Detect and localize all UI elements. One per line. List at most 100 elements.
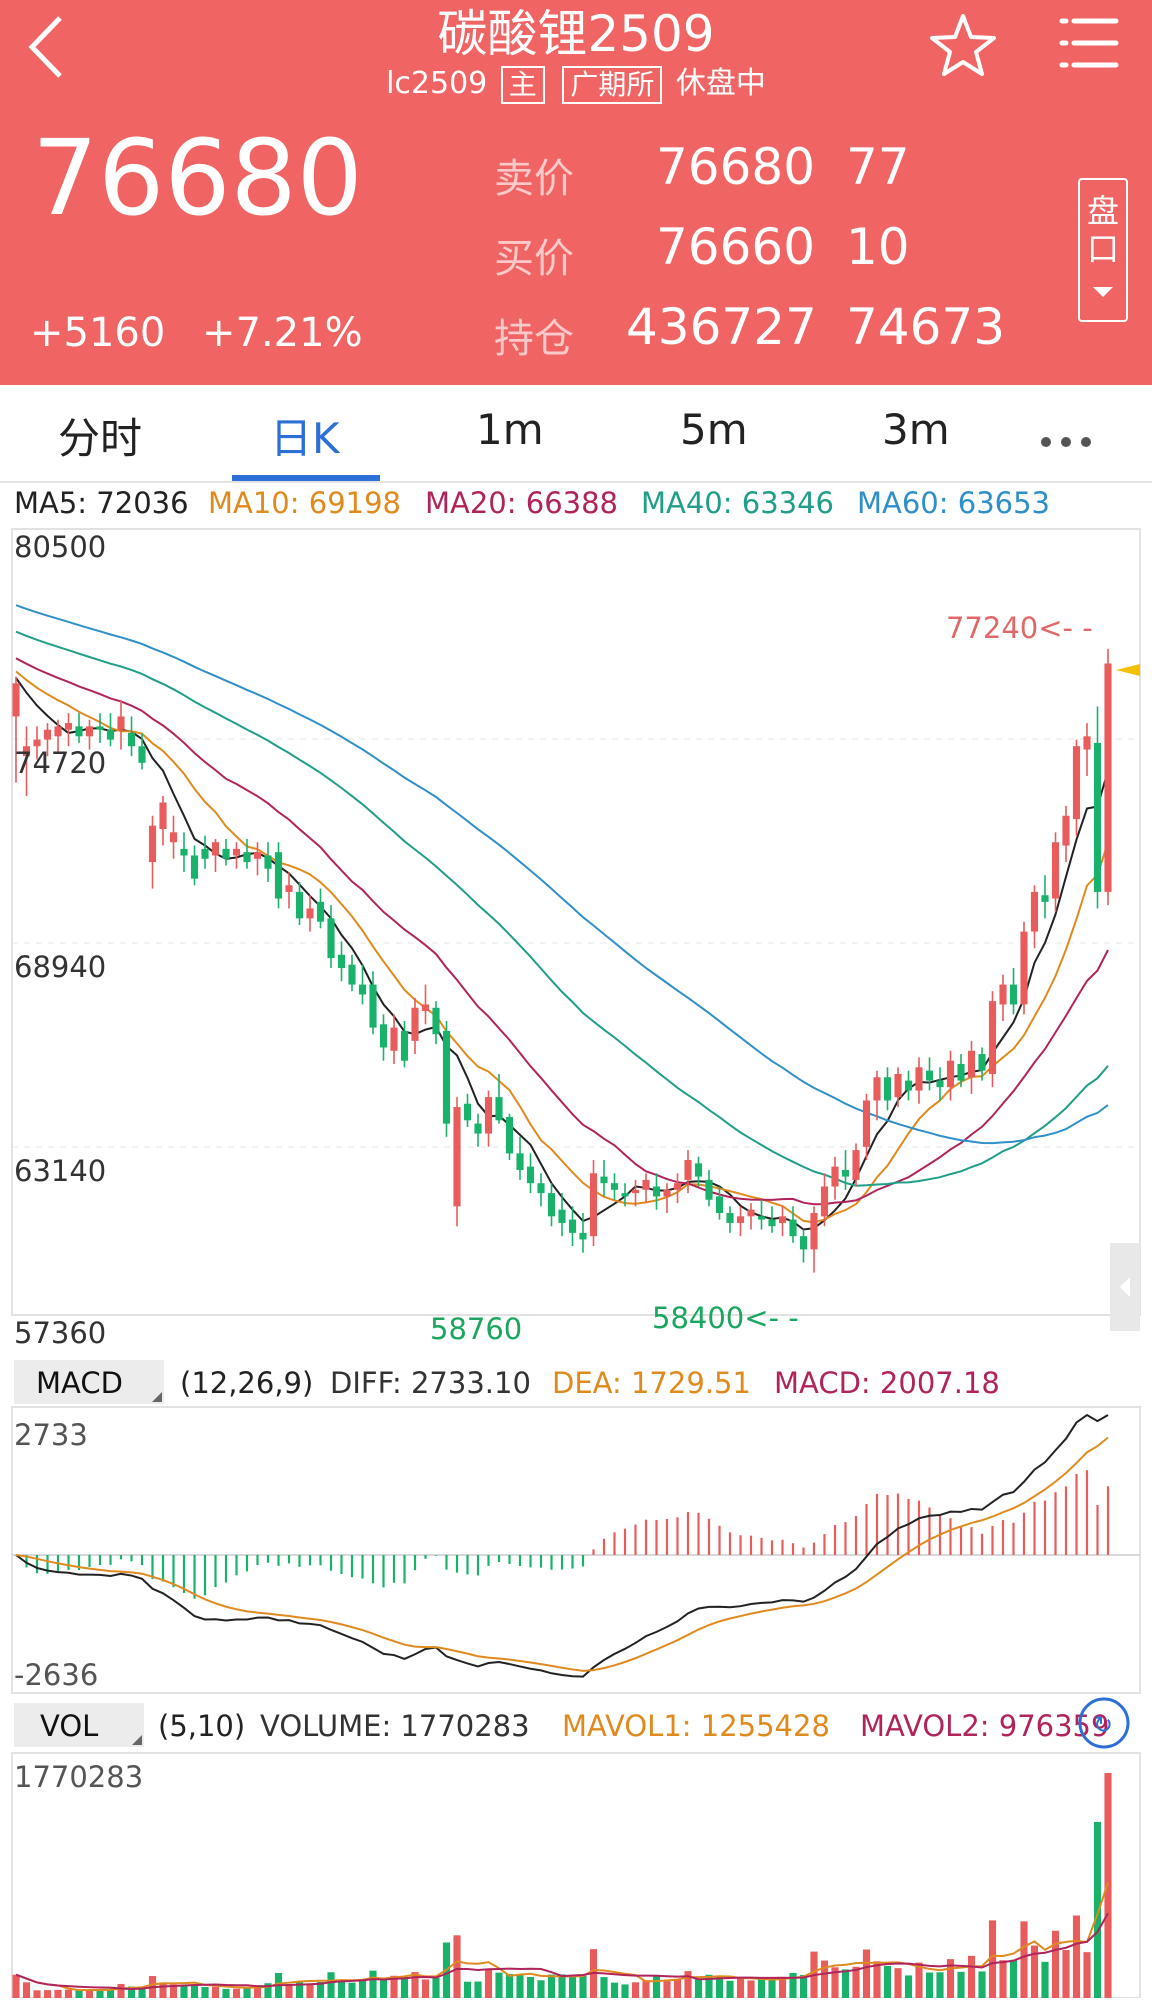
star-icon[interactable]: [928, 12, 998, 82]
candlesticks: [12, 648, 1112, 1273]
volume-bar: [1030, 1945, 1039, 1998]
vol-title: VOL: [40, 1709, 98, 1743]
candle-body: [988, 1001, 997, 1074]
volume-bar: [600, 1977, 608, 1998]
tab-daily-k[interactable]: 日K: [270, 414, 340, 463]
chart-area[interactable]: MA5: 72036 MA10: 69198 MA20: 66388 MA40:…: [0, 483, 1152, 1999]
volume-bar: [904, 1975, 913, 1998]
candle-body: [1051, 842, 1060, 899]
menu-icon[interactable]: [1058, 16, 1120, 74]
volume-bar: [1072, 1915, 1081, 1998]
more-icon[interactable]: [1040, 433, 1092, 452]
volume-bar: [642, 1980, 650, 1998]
candle-body: [1072, 746, 1081, 820]
candle-body: [925, 1070, 934, 1081]
volume-bar: [684, 1971, 692, 1998]
candle-body: [463, 1103, 472, 1121]
volume-bar: [390, 1975, 398, 1998]
quote-header: 碳酸锂2509 lc2509 主 广期所 休盘中 76680 +5160 +7.…: [0, 0, 1152, 385]
refresh-icon[interactable]: [1078, 1697, 1130, 1749]
last-price-marker: [1116, 664, 1140, 676]
candle-body: [915, 1067, 923, 1091]
candle-body: [820, 1186, 829, 1217]
ma40-line: [15, 630, 1109, 1187]
volume-bar: [369, 1970, 377, 1998]
y-tick-68940: 68940: [14, 950, 106, 984]
candle-body: [558, 1209, 566, 1223]
volume-bar: [841, 1969, 850, 1998]
tab-5m[interactable]: 5m: [680, 405, 748, 454]
chevron-left-icon[interactable]: [1120, 1277, 1130, 1297]
volume-bar: [348, 1982, 356, 1998]
volume-bar: [421, 1979, 430, 1998]
candle-body: [768, 1219, 776, 1227]
candle-body: [589, 1173, 598, 1237]
volume-bar: [358, 1980, 367, 1998]
vol-selector[interactable]: [14, 1703, 144, 1747]
pankou-button[interactable]: 盘口: [1078, 178, 1128, 322]
volume-bar: [169, 1984, 178, 1998]
candle-body: [978, 1054, 986, 1071]
volume-legend: VOLUME: 1770283: [260, 1709, 530, 1743]
candle-body: [526, 1166, 535, 1184]
candle-body: [232, 848, 241, 856]
macd-histogram: [25, 1470, 1110, 1599]
tab-timeshare[interactable]: 分时: [58, 414, 143, 463]
contract-code: lc2509: [386, 66, 488, 101]
volume-bar: [778, 1977, 787, 1998]
vol-y-tick: 1770283: [14, 1760, 143, 1794]
ma60-legend: MA60: 63653: [857, 486, 1050, 520]
volume-bar: [967, 1955, 976, 1998]
kline-chart-svg[interactable]: MA5: 72036 MA10: 69198 MA20: 66388 MA40:…: [0, 483, 1152, 1999]
volume-bar: [54, 1989, 62, 1998]
volume-bar: [925, 1972, 934, 1998]
volume-bar: [127, 1986, 136, 1998]
candle-body: [316, 901, 325, 922]
candle-body: [190, 855, 199, 879]
candle-body: [1083, 736, 1091, 750]
candle-body: [159, 802, 167, 829]
mavol1-line: [15, 1882, 1109, 1992]
mavol2-legend: MAVOL2: 976359: [860, 1709, 1109, 1743]
candle-body: [327, 918, 335, 959]
volume-bar: [663, 1979, 671, 1998]
volume-bar: [474, 1981, 482, 1998]
volume-bar: [327, 1972, 335, 1998]
candle-body: [694, 1163, 703, 1177]
candle-body: [936, 1080, 944, 1088]
volume-bar: [211, 1986, 220, 1998]
candle-body: [495, 1097, 503, 1121]
tab-1m[interactable]: 1m: [476, 405, 544, 454]
volume-ma-lines: [15, 1882, 1109, 1992]
candle-body: [274, 852, 283, 899]
volume-bar: [516, 1975, 524, 1998]
volume-bar: [201, 1986, 209, 1998]
volume-bar: [33, 1990, 41, 1998]
volume-bar: [694, 1979, 703, 1998]
macd-params: (12,26,9): [180, 1366, 313, 1400]
ma10-line: [15, 670, 1109, 1224]
volume-bar: [22, 1982, 31, 1998]
candle-body: [799, 1236, 808, 1250]
candle-body: [715, 1196, 724, 1213]
back-icon[interactable]: [24, 14, 68, 84]
candle-body: [600, 1176, 608, 1184]
volume-bar: [579, 1975, 587, 1998]
candle-body: [33, 739, 41, 747]
volume-bar: [820, 1960, 829, 1998]
volume-bar: [862, 1949, 871, 1998]
macd-diff-legend: DIFF: 2733.10: [330, 1366, 531, 1400]
candle-body: [789, 1219, 797, 1237]
macd-diff-line: [15, 1413, 1109, 1678]
volume-bar: [799, 1975, 808, 1998]
tab-3m[interactable]: 3m: [882, 405, 950, 454]
volume-bar: [316, 1981, 325, 1998]
candle-body: [390, 1027, 398, 1051]
active-tab-indicator: [232, 475, 380, 483]
ask-label: 卖价: [494, 156, 574, 202]
y-tick-74720: 74720: [14, 746, 106, 780]
volume-bar: [747, 1980, 755, 1998]
macd-selector[interactable]: [14, 1360, 164, 1404]
candle-body: [253, 852, 262, 859]
refresh-icon-glyph: ↻: [1093, 1711, 1113, 1739]
